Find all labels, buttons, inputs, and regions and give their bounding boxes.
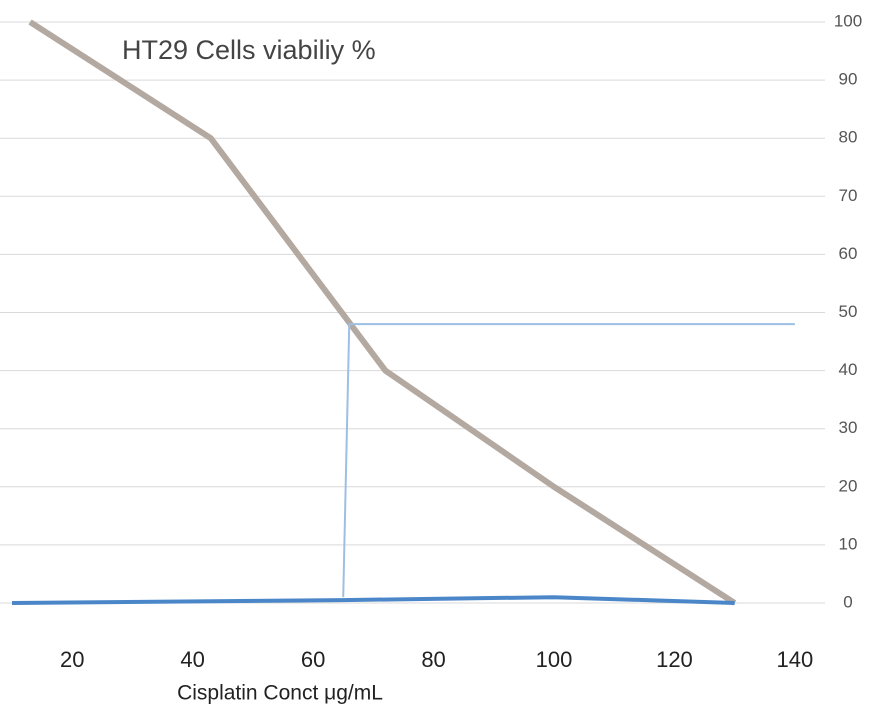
data-line: [11, 595, 735, 605]
chart-title: HT29 Cells viabiliy %: [122, 35, 376, 65]
x-tick-label: 140: [777, 647, 814, 672]
y-tick-label: 30: [839, 418, 858, 437]
x-tick-label: 120: [656, 647, 693, 672]
x-tick-label: 40: [180, 647, 204, 672]
x-tick-label: 80: [421, 647, 445, 672]
grid: [0, 21, 825, 604]
x-tick-label: 100: [536, 647, 573, 672]
x-tick-label: 60: [301, 647, 325, 672]
y-tick-label: 100: [834, 11, 862, 30]
y-tick-label: 70: [839, 186, 858, 205]
y-tick-label: 40: [839, 360, 858, 379]
y-tick-label: 0: [843, 592, 852, 611]
y-tick-label: 90: [839, 70, 858, 89]
data-line: [342, 323, 795, 598]
y-tick-label: 80: [839, 128, 858, 147]
y-tick-label: 50: [839, 302, 858, 321]
y-tick-label: 20: [839, 476, 858, 495]
data-line: [28, 19, 737, 606]
x-axis-label: Cisplatin Conct μg/mL: [177, 682, 383, 705]
y-tick-label: 10: [839, 534, 858, 553]
x-tick-label: 20: [60, 647, 84, 672]
y-tick-label: 60: [839, 244, 858, 263]
